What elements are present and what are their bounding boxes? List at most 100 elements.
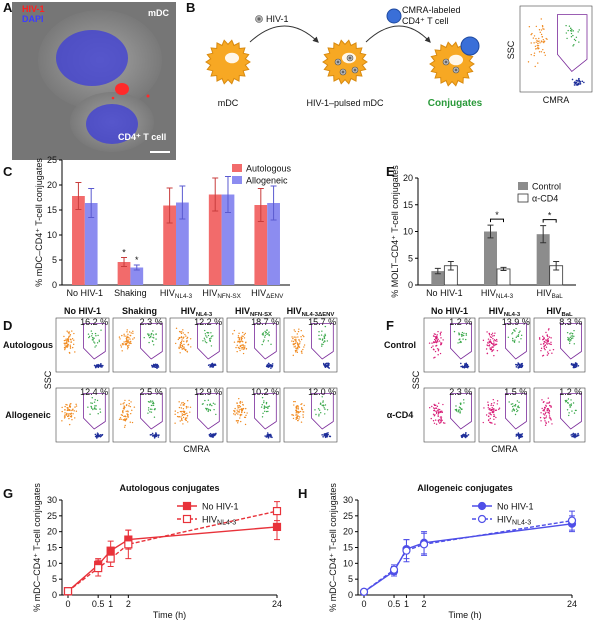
flow-event [174,410,176,412]
flow-event [566,409,569,411]
flow-event [550,341,552,343]
flow-event [567,398,570,400]
flow-event [65,403,67,406]
flow-event [186,340,188,342]
y-tick-label: 30 [343,495,353,505]
flow-event [328,435,331,438]
flow-event [461,434,464,436]
flow-event [318,331,320,333]
flow-event [264,435,266,437]
flow-event [537,40,539,43]
flow-event [433,338,436,341]
flow-event [545,331,547,334]
flow-event [298,418,300,420]
flow-event [302,411,304,413]
flow-event [264,334,266,337]
flow-event [507,336,510,339]
flow-event [460,436,463,438]
flow-event [97,366,100,369]
gate-percent: 2.3 % [449,387,472,397]
flow-event [263,339,265,341]
flow-event [271,363,274,365]
error-bar [88,188,95,218]
flow-event [493,418,495,420]
flow-event [434,333,436,336]
flow-event [550,337,552,339]
flow-event [128,344,130,346]
flow-event [122,344,124,346]
flow-event [293,343,295,346]
flow-event [436,339,439,342]
flow-event [270,343,272,346]
flow-event [543,347,546,350]
error-bar [212,177,219,212]
flow-event [461,408,463,410]
flow-event [123,419,126,421]
flow-event [151,340,154,342]
flow-event [437,349,440,352]
flow-event [267,332,269,335]
flow-event [267,406,269,408]
flow-event [508,401,510,403]
flow-event [297,336,299,338]
flow-event [296,416,299,418]
flow-event [237,420,239,422]
flow-event [125,418,128,420]
flow-event [232,333,234,335]
flow-event [493,354,495,357]
flow-event [91,335,93,337]
flow-event [574,433,577,435]
flow-event [99,411,102,413]
x-tick-label-main: HIV [537,288,552,298]
flow-event [294,400,296,403]
flow-event [516,433,519,436]
flow-event [493,340,495,342]
column-title: HIVNL4-3ΔENV [287,306,335,318]
gate-percent: 15.7 % [308,317,336,327]
flow-event [486,352,489,355]
flow-event [294,349,297,352]
flow-event [212,335,214,337]
flow-event [125,339,128,341]
flow-event [569,406,572,408]
flow-event [61,410,63,413]
flow-event [120,403,122,405]
flow-event [210,337,212,339]
flow-event [432,345,434,347]
flow-event [512,337,514,340]
flow-event [178,347,180,350]
flow-event [437,348,440,351]
flow-event [540,18,542,20]
legend-swatch [232,164,242,172]
x-tick-label-main: No HIV-1 [426,288,463,298]
error-bar [133,264,140,271]
panel-label: F [386,318,394,333]
diagram-label: Conjugates [428,98,483,109]
flow-event [180,404,182,406]
bar [117,262,131,285]
flow-event [518,406,520,409]
flow-event [547,340,550,343]
flow-event [236,350,238,353]
flow-event [180,331,183,333]
flow-event [542,39,545,41]
gate-percent: 2.3 % [140,317,163,327]
flow-event [542,335,544,338]
flow-event [441,342,443,344]
flow-event [296,351,299,354]
flow-event [568,338,570,340]
flow-event [149,434,152,436]
flow-event [326,340,329,342]
flow-event [438,422,441,424]
flow-event [492,349,495,351]
flow-event [152,404,154,407]
flow-event [125,335,127,337]
flow-event [322,400,324,402]
gate-percent: 1.2 % [449,317,472,327]
legend-swatch [232,176,242,184]
x-tick-label: HIVΔENV [251,288,284,300]
flow-event [265,436,268,438]
error-bar [487,224,494,239]
y-tick-label: 15 [403,200,413,210]
flow-event [462,366,464,369]
